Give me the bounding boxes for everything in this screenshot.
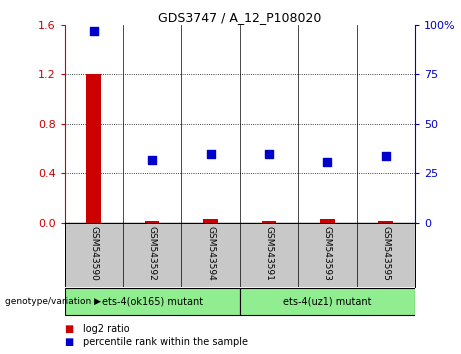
Text: ■: ■ — [65, 337, 74, 347]
Text: genotype/variation ▶: genotype/variation ▶ — [5, 297, 100, 306]
Text: GSM543590: GSM543590 — [89, 226, 98, 281]
Text: log2 ratio: log2 ratio — [83, 324, 130, 334]
Point — [148, 157, 156, 162]
Text: GSM543593: GSM543593 — [323, 226, 332, 281]
Point — [265, 151, 272, 156]
Text: GSM543592: GSM543592 — [148, 226, 157, 281]
Text: GSM543594: GSM543594 — [206, 226, 215, 281]
Bar — [87, 74, 101, 223]
Bar — [378, 221, 393, 223]
Point — [382, 153, 390, 159]
Bar — [240, 288, 415, 315]
Bar — [145, 221, 160, 223]
Text: ets-4(ok165) mutant: ets-4(ok165) mutant — [101, 297, 203, 307]
Title: GDS3747 / A_12_P108020: GDS3747 / A_12_P108020 — [158, 11, 321, 24]
Text: ets-4(uz1) mutant: ets-4(uz1) mutant — [283, 297, 372, 307]
Point — [207, 151, 214, 156]
Bar — [261, 221, 276, 223]
Bar — [65, 288, 240, 315]
Text: GSM543595: GSM543595 — [381, 226, 390, 281]
Point — [324, 159, 331, 164]
Point — [90, 28, 97, 34]
Bar — [203, 219, 218, 223]
Text: percentile rank within the sample: percentile rank within the sample — [83, 337, 248, 347]
Bar — [320, 219, 335, 223]
Text: ■: ■ — [65, 324, 74, 334]
Text: GSM543591: GSM543591 — [265, 226, 273, 281]
